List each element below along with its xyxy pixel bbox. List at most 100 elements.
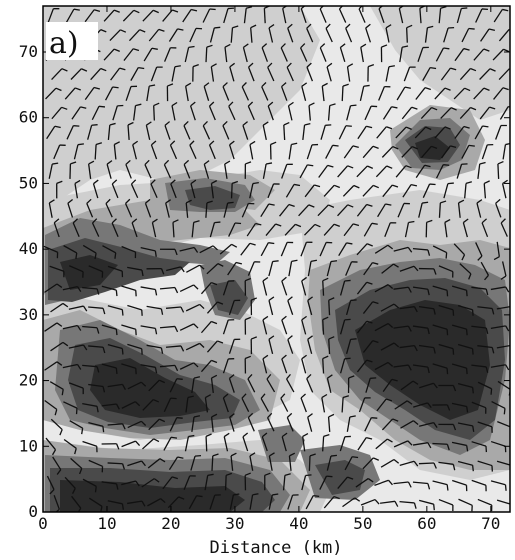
wind-barb-shaft xyxy=(301,475,307,491)
wind-barb-shaft xyxy=(355,478,369,488)
wind-barb-shaft xyxy=(229,494,235,510)
wind-barb-feather xyxy=(391,378,398,382)
wind-barb-shaft xyxy=(230,27,234,43)
wind-barb-shaft xyxy=(457,383,473,388)
wind-barb-shaft xyxy=(454,126,465,139)
wind-barb-feather xyxy=(268,335,275,340)
wind-barb-shaft xyxy=(338,8,347,23)
y-tick-label: 0 xyxy=(28,502,38,521)
wind-barb-shaft xyxy=(440,107,452,119)
wind-barb-feather xyxy=(330,260,338,263)
wind-barb-feather xyxy=(407,286,412,293)
wind-barb-feather xyxy=(366,243,373,247)
wind-barb-feather xyxy=(333,184,341,189)
wind-barb-feather xyxy=(154,328,158,335)
wind-barb-feather xyxy=(422,201,429,204)
wind-barb-feather xyxy=(174,249,178,256)
wind-barb-feather xyxy=(366,320,373,324)
wind-barb-feather xyxy=(81,68,88,72)
wind-barb-feather xyxy=(268,23,275,29)
wind-barb-feather xyxy=(151,47,158,50)
wind-barb-feather xyxy=(52,162,59,165)
wind-barb-shaft xyxy=(322,358,325,374)
wind-barb-feather xyxy=(76,325,82,331)
wind-barb-shaft xyxy=(498,68,510,81)
wind-barb-shaft xyxy=(262,358,268,374)
wind-barb-feather xyxy=(301,276,307,282)
wind-barb-feather xyxy=(500,275,507,280)
wind-barb-feather xyxy=(352,145,359,148)
wind-barb-shaft xyxy=(422,183,431,198)
wind-barb-shaft xyxy=(453,87,466,100)
wind-barb-shaft xyxy=(205,436,208,452)
wind-barb-feather xyxy=(82,344,88,351)
wind-barb-shaft xyxy=(179,362,194,370)
wind-barb-shaft xyxy=(66,125,74,140)
wind-barb-shaft xyxy=(345,300,352,316)
wind-barb-feather xyxy=(211,374,218,379)
wind-barb-feather xyxy=(100,29,107,33)
wind-barb-shaft xyxy=(457,202,461,218)
wind-barb-shaft xyxy=(393,325,409,329)
wind-barb-feather xyxy=(211,180,218,185)
wind-barb-shaft xyxy=(140,364,156,368)
wind-barb-feather xyxy=(54,409,58,416)
wind-barb-shaft xyxy=(393,246,409,252)
wind-barb-feather xyxy=(347,63,354,68)
wind-barb-feather xyxy=(330,454,337,457)
wind-barb-shaft xyxy=(357,125,367,140)
wind-barb-feather xyxy=(140,420,147,426)
wind-barb-shaft xyxy=(477,306,493,310)
wind-barb-shaft xyxy=(206,301,218,314)
wind-barb-shaft xyxy=(443,27,449,43)
wind-barb-feather xyxy=(174,65,181,68)
wind-barb-feather xyxy=(113,9,120,13)
wind-barb-feather xyxy=(490,388,493,395)
wind-barb-shaft xyxy=(124,203,133,218)
wind-barb-feather xyxy=(241,82,247,88)
wind-barb-feather xyxy=(158,28,165,32)
wind-barb-feather xyxy=(246,6,253,9)
wind-barb-shaft xyxy=(339,358,346,374)
wind-barb-shaft xyxy=(326,455,332,471)
wind-barb-feather xyxy=(231,180,239,185)
wind-barb-feather xyxy=(115,403,120,410)
wind-barb-shaft xyxy=(454,48,465,62)
wind-barb-feather xyxy=(111,218,117,224)
wind-barb-shaft xyxy=(328,300,331,316)
wind-barb-feather xyxy=(313,495,320,498)
wind-barb-shaft xyxy=(112,105,118,121)
wind-barb-shaft xyxy=(461,28,470,43)
wind-barb-shaft xyxy=(53,495,60,510)
wind-barb-feather xyxy=(56,180,63,184)
wind-barb-feather xyxy=(260,393,266,399)
wind-barb-shaft xyxy=(121,245,136,253)
wind-barb-feather xyxy=(386,438,393,443)
wind-barb-shaft xyxy=(148,379,160,392)
wind-barb-feather xyxy=(268,203,275,206)
wind-barb-shaft xyxy=(166,266,181,272)
wind-barb-shaft xyxy=(103,48,115,61)
wind-barb-feather xyxy=(268,242,275,245)
wind-barb-shaft xyxy=(68,344,84,349)
wind-barb-feather xyxy=(190,179,197,185)
wind-barb-feather xyxy=(93,179,99,185)
terrain-contours xyxy=(43,6,510,512)
y-axis: 0 10 20 30 40 50 60 70 xyxy=(19,42,510,521)
wind-barb-shaft xyxy=(299,164,308,179)
wind-barb-feather xyxy=(132,140,139,146)
wind-barb-shaft xyxy=(345,28,353,43)
wind-barb-feather xyxy=(372,340,379,344)
wind-barb-shaft xyxy=(111,183,119,199)
wind-barb-feather xyxy=(106,160,113,165)
wind-barb-shaft xyxy=(106,164,112,179)
wind-barb-shaft xyxy=(399,460,415,467)
wind-barb-shaft xyxy=(223,202,229,218)
wind-barb-shaft xyxy=(325,145,334,159)
wind-barb-feather xyxy=(483,180,490,184)
wind-barb-shaft xyxy=(401,146,413,158)
wind-barb-feather xyxy=(102,426,105,433)
wind-barb-feather xyxy=(301,354,307,360)
wind-barb-feather xyxy=(93,86,100,90)
wind-barb-shaft xyxy=(374,479,389,486)
